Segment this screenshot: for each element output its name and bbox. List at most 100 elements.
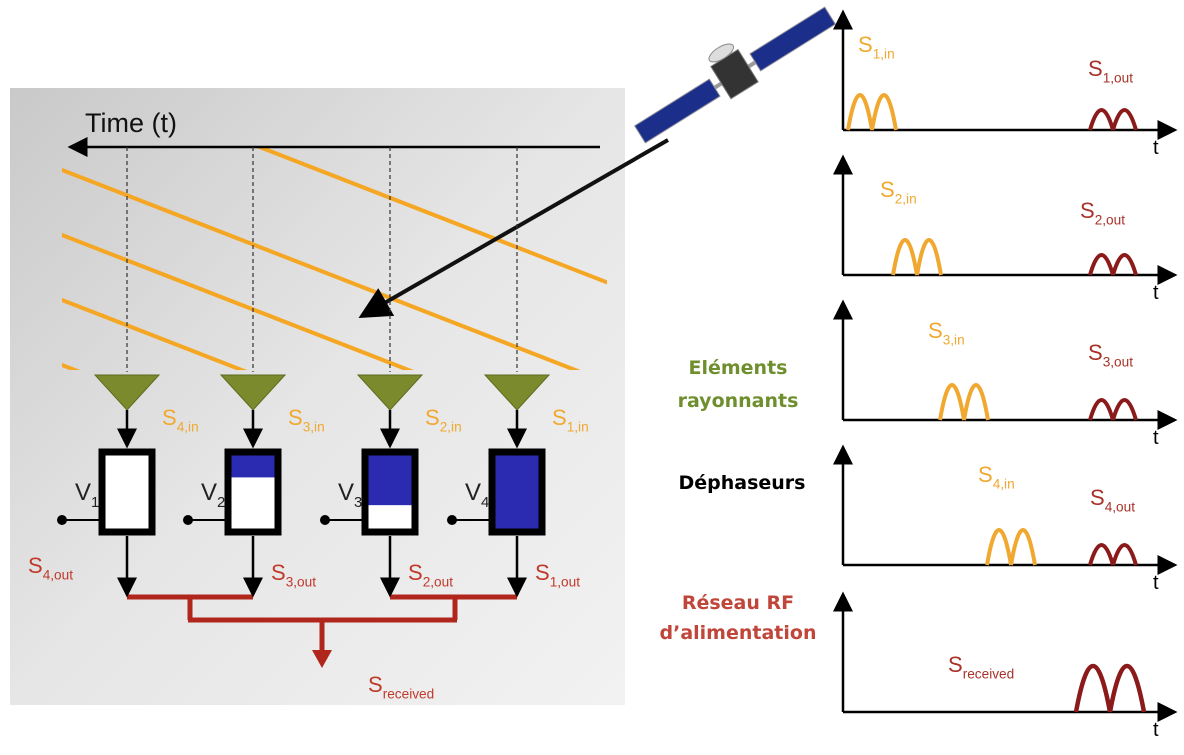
axis-label: t xyxy=(1153,719,1159,741)
output-label-base: S xyxy=(28,553,43,578)
input-label-sub: 4,in xyxy=(177,420,199,435)
phase-shifter xyxy=(98,448,156,536)
output-label-sub: 2,out xyxy=(1095,213,1126,228)
axis-label: t xyxy=(1153,427,1159,449)
output-label: S4,out xyxy=(28,553,73,583)
legend-feed-network: Réseau RF xyxy=(682,592,794,614)
received-label-base: S xyxy=(368,672,383,697)
control-label-sub: 3 xyxy=(354,495,362,511)
output-label-base: S xyxy=(1088,340,1103,365)
output-label-base: S xyxy=(535,560,550,585)
axis-label: t xyxy=(1153,137,1159,159)
input-label: S1,in xyxy=(552,405,589,435)
input-label: S2,in xyxy=(880,177,917,207)
input-label-sub: 4,in xyxy=(993,477,1015,492)
input-label: S4,in xyxy=(978,462,1015,492)
output-label-sub: 3,out xyxy=(1103,355,1134,370)
input-pulse xyxy=(891,238,943,276)
control-label: V2 xyxy=(201,479,225,511)
legend-radiating: rayonnants xyxy=(678,390,799,412)
output-label: S2,out xyxy=(408,560,453,590)
control-dot xyxy=(57,515,67,525)
input-pulse xyxy=(846,93,898,131)
output-label-base: S xyxy=(408,560,423,585)
signal-plot: t xyxy=(833,591,1178,741)
output-pulse xyxy=(1088,108,1138,131)
control-label-sub: 2 xyxy=(217,495,225,511)
phase-level xyxy=(495,455,539,529)
output-label-base: S xyxy=(1090,485,1105,510)
input-label-base: S xyxy=(858,32,873,57)
output-label: S1,out xyxy=(535,560,580,590)
axis-label: t xyxy=(1153,282,1159,304)
phase-level xyxy=(368,455,412,506)
output-label-base: S xyxy=(1080,198,1095,223)
input-label-base: S xyxy=(425,405,440,430)
wavefront xyxy=(62,167,581,370)
control-dot xyxy=(320,515,330,525)
output-label: S3,out xyxy=(1088,340,1133,370)
received-label-sub: received xyxy=(383,687,435,702)
input-label-sub: 1,in xyxy=(873,47,895,62)
control-label-sub: 1 xyxy=(91,495,99,511)
output-pulse xyxy=(1088,543,1138,566)
output-pulse xyxy=(1088,253,1138,276)
wavefronts xyxy=(62,148,607,370)
incoming-signal-arrow xyxy=(358,138,669,318)
wavefront xyxy=(256,148,607,285)
input-label-sub: 2,in xyxy=(895,192,917,207)
control-label-base: V xyxy=(338,479,354,506)
feed-network xyxy=(127,594,517,650)
antenna xyxy=(93,374,161,411)
input-label: S1,in xyxy=(858,32,895,62)
output-label-sub: 4,out xyxy=(1105,500,1136,515)
control-label: V4 xyxy=(465,479,489,511)
input-label: S4,in xyxy=(162,405,199,435)
control-dot xyxy=(447,515,457,525)
signal-plot: t xyxy=(833,444,1178,594)
output-label: S2,out xyxy=(1080,198,1125,228)
output-pulse xyxy=(1088,398,1138,421)
control-label-base: V xyxy=(465,479,481,506)
output-label: Sreceived xyxy=(948,652,1014,682)
output-label-base: S xyxy=(271,560,286,585)
panel-background xyxy=(10,88,625,705)
legend-phase-shifters: Déphaseurs xyxy=(678,472,805,494)
received-label: Sreceived xyxy=(368,672,434,702)
received-pulse xyxy=(1073,663,1147,713)
input-label-base: S xyxy=(880,177,895,202)
control-dot xyxy=(183,515,193,525)
output-label-sub: 1,out xyxy=(550,575,581,590)
output-label-base: S xyxy=(948,652,963,677)
antenna xyxy=(356,374,424,411)
signal-plot: t xyxy=(833,299,1178,449)
legend-feed-network: d’alimentation xyxy=(660,622,817,644)
output-arrow xyxy=(312,650,332,668)
output-label: S1,out xyxy=(1088,56,1133,86)
input-label-base: S xyxy=(928,318,943,343)
output-label: S4,out xyxy=(1090,485,1135,515)
input-pulse xyxy=(938,383,990,421)
output-label-sub: 1,out xyxy=(1103,71,1134,86)
input-label-sub: 1,in xyxy=(567,420,589,435)
antenna xyxy=(483,374,551,411)
control-label-base: V xyxy=(75,479,91,506)
satellite xyxy=(634,6,836,144)
control-label-sub: 4 xyxy=(481,495,489,511)
input-pulse xyxy=(985,528,1037,566)
control-label: V3 xyxy=(338,479,362,511)
input-label-base: S xyxy=(978,462,993,487)
output-label-sub: received xyxy=(963,667,1015,682)
axis-label: t xyxy=(1153,572,1159,594)
input-label: S3,in xyxy=(288,405,325,435)
wavefront xyxy=(62,297,248,370)
input-label-base: S xyxy=(288,405,303,430)
input-label-sub: 3,in xyxy=(303,420,325,435)
output-label-base: S xyxy=(1088,56,1103,81)
control-label-base: V xyxy=(201,479,217,506)
phase-level xyxy=(231,455,275,478)
input-label: S3,in xyxy=(928,318,965,348)
time-label: Time (t) xyxy=(85,108,177,138)
legend-radiating: Eléments xyxy=(689,357,788,379)
